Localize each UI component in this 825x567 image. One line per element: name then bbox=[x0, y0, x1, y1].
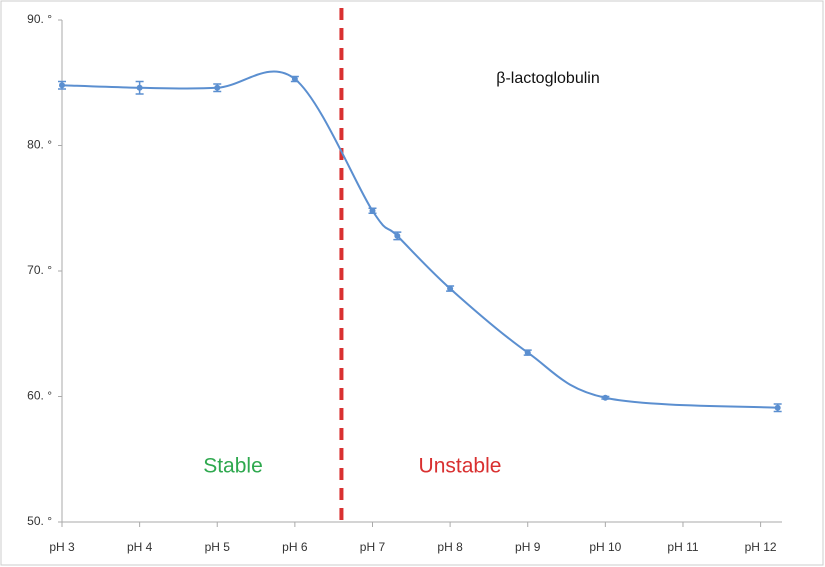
point bbox=[447, 285, 454, 292]
point bbox=[602, 394, 609, 401]
y-tick-label: 70. ° bbox=[27, 263, 52, 277]
series-line bbox=[61, 70, 778, 409]
x-tick-label: pH 6 bbox=[282, 540, 308, 554]
y-tick-label: 60. ° bbox=[27, 389, 52, 403]
point bbox=[394, 232, 401, 239]
point bbox=[214, 84, 221, 91]
x-tick-label: pH 9 bbox=[515, 540, 541, 554]
x-tick-label: pH 3 bbox=[49, 540, 75, 554]
point bbox=[291, 75, 298, 82]
point bbox=[369, 207, 376, 214]
y-tick-label: 80. ° bbox=[27, 138, 52, 152]
annotation: β-lactoglobulin bbox=[496, 70, 599, 87]
point bbox=[524, 349, 531, 356]
x-tick-label: pH 10 bbox=[589, 540, 621, 554]
point bbox=[774, 404, 781, 411]
x-tick-label: pH 4 bbox=[127, 540, 153, 554]
annotation: Unstable bbox=[419, 455, 502, 478]
point bbox=[136, 84, 143, 91]
y-tick-label: 50. ° bbox=[27, 514, 52, 528]
y-tick-label: 90. ° bbox=[27, 12, 52, 26]
x-tick-label: pH 5 bbox=[205, 540, 231, 554]
x-tick-label: pH 11 bbox=[667, 540, 698, 554]
x-tick-label: pH 8 bbox=[437, 540, 463, 554]
annotation: Stable bbox=[203, 455, 263, 478]
x-tick-label: pH 12 bbox=[745, 540, 777, 554]
x-tick-label: pH 7 bbox=[360, 540, 386, 554]
point bbox=[59, 82, 65, 89]
